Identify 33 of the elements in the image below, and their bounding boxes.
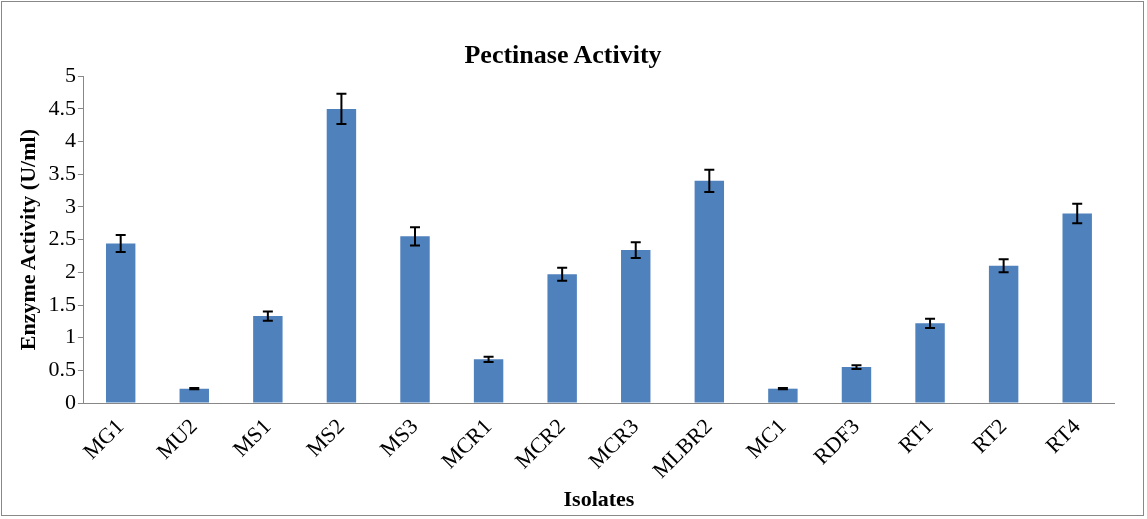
y-tick-label: 1.5: [48, 290, 76, 316]
bar: [400, 236, 430, 403]
y-tick-label: 0.5: [48, 356, 76, 382]
bar: [105, 243, 136, 403]
x-tick-label: RT1: [893, 413, 938, 458]
y-tick-label: 0: [64, 388, 76, 414]
bar: [1062, 213, 1092, 403]
y-tick-label: 4: [64, 127, 76, 153]
bar: [841, 367, 872, 403]
x-axis-title: Isolates: [563, 486, 635, 512]
x-tick-label: RT4: [1040, 413, 1085, 458]
bar: [326, 108, 357, 403]
y-tick-label: 1: [64, 323, 76, 349]
y-axis-title: Enzyme Activity (U/ml): [14, 129, 40, 351]
x-tick-label: RT2: [966, 413, 1012, 458]
bar: [547, 274, 577, 403]
bar: [915, 323, 945, 403]
y-tick-label: 2: [64, 258, 76, 284]
bar: [988, 265, 1019, 403]
y-tick-label: 3: [64, 192, 76, 218]
bar: [621, 250, 651, 403]
y-tick-label: 3.5: [48, 160, 76, 186]
bar: [473, 359, 504, 403]
bar: [768, 388, 798, 403]
y-tick-label: 4.5: [48, 94, 76, 120]
chart-title: Pectinase Activity: [464, 40, 662, 70]
x-tick-label: MS3: [374, 413, 423, 462]
bar: [694, 180, 725, 403]
y-tick-label: 5: [64, 61, 76, 87]
bar: [179, 388, 209, 403]
x-tick-label: MS1: [227, 413, 276, 462]
y-tick-label: 2.5: [48, 225, 76, 251]
bar: [253, 316, 283, 403]
